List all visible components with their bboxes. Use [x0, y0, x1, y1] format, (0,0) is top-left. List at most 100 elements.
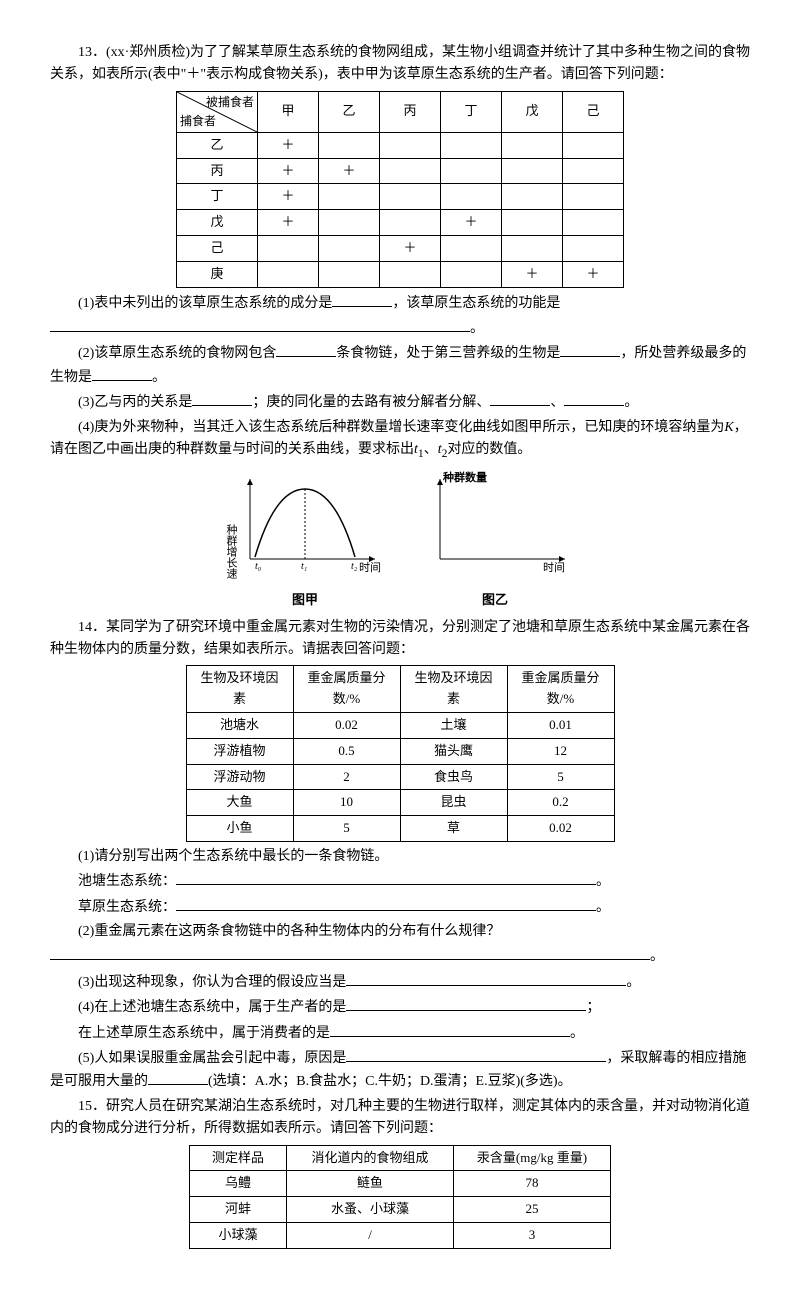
table-cell	[502, 210, 563, 236]
row-label: 丁	[177, 184, 258, 210]
text: 。	[470, 321, 484, 336]
table-cell: ＋	[258, 158, 319, 184]
text: (4)在上述池塘生态系统中，属于生产者的是	[78, 1000, 346, 1015]
chart-row: 种群增长速率 t₀ t₁ t₂ 时间 图甲 种群数量 时间 图乙	[50, 469, 750, 610]
y-axis-label: 种群增长速率	[225, 523, 238, 579]
table-cell	[319, 210, 380, 236]
blank	[92, 366, 152, 381]
chart-yi-svg: 种群数量 时间	[415, 469, 575, 579]
text: 。	[570, 1026, 584, 1041]
chart-yi: 种群数量 时间 图乙	[415, 469, 575, 610]
text: 。	[596, 900, 610, 915]
table-cell: /	[287, 1223, 454, 1249]
table-cell	[380, 184, 441, 210]
q13-num: 13．	[78, 45, 106, 60]
col-header: 汞含量(mg/kg 重量)	[454, 1145, 611, 1171]
blank	[148, 1070, 208, 1085]
table-cell: 土壤	[400, 712, 507, 738]
table-cell	[441, 132, 502, 158]
table-cell: 0.5	[293, 738, 400, 764]
table-cell: 河蚌	[190, 1197, 287, 1223]
col-header: 测定样品	[190, 1145, 287, 1171]
q13-sub3: (3)乙与丙的关系是；庚的同化量的去路有被分解者分解、、。	[50, 391, 750, 414]
table-cell: 小球藻	[190, 1223, 287, 1249]
table-cell: ＋	[502, 261, 563, 287]
table-cell: 0.02	[507, 816, 614, 842]
table-cell	[563, 184, 624, 210]
row-label: 庚	[177, 261, 258, 287]
text: (1)请分别写出两个生态系统中最长的一条食物链。	[78, 849, 388, 864]
table-cell	[441, 235, 502, 261]
table-cell	[563, 158, 624, 184]
q15-intro: 15．研究人员在研究某湖泊生态系统时，对几种主要的生物进行取样，测定其体内的汞含…	[50, 1096, 750, 1141]
q13-sub1: (1)表中未列出的该草原生态系统的成分是，该草原生态系统的功能是	[50, 292, 750, 315]
text: (2)该草原生态系统的食物网包含	[78, 346, 276, 361]
text: 。	[650, 949, 664, 964]
svg-text:t₀: t₀	[255, 561, 262, 572]
table-cell	[380, 261, 441, 287]
text: ；庚的同化量的去路有被分解者分解、	[252, 395, 490, 410]
blank	[346, 1047, 606, 1062]
table-cell	[502, 132, 563, 158]
text: 某同学为了研究环境中重金属元素对生物的污染情况，分别测定了池塘和草原生态系统中某…	[50, 620, 750, 657]
table-cell: 水蚤、小球藻	[287, 1197, 454, 1223]
svg-text:时间: 时间	[359, 561, 381, 574]
blank	[332, 292, 392, 307]
text: (3)乙与丙的关系是	[78, 395, 192, 410]
table-cell: 3	[454, 1223, 611, 1249]
text: 在上述草原生态系统中，属于消费者的是	[78, 1026, 330, 1041]
table-cell: 25	[454, 1197, 611, 1223]
svg-text:时间: 时间	[543, 561, 565, 574]
blank	[192, 391, 252, 406]
table-cell	[319, 132, 380, 158]
table-cell: ＋	[563, 261, 624, 287]
table-cell	[563, 210, 624, 236]
col-header: 生物及环境因素	[186, 666, 293, 713]
table-cell: ＋	[441, 210, 502, 236]
text: 条食物链，处于第三营养级的生物是	[336, 346, 560, 361]
row-label: 丙	[177, 158, 258, 184]
table-cell: 浮游植物	[186, 738, 293, 764]
table-cell: 大鱼	[186, 790, 293, 816]
table-cell: 78	[454, 1171, 611, 1197]
blank	[346, 971, 626, 986]
blank	[330, 1022, 570, 1037]
text: (4)庚为外来物种，当其迁入该生态系统后种群数量增长速率变化曲线如图甲所示，已知…	[78, 420, 724, 435]
q14-sub2-blank: 。	[50, 945, 750, 968]
q14-sub4b: 在上述草原生态系统中，属于消费者的是 。	[50, 1022, 750, 1045]
text: 、	[424, 442, 438, 457]
blank	[490, 391, 550, 406]
text: 。	[626, 975, 640, 990]
blank	[50, 945, 650, 960]
q14-sub2: (2)重金属元素在这两条食物链中的各种生物体内的分布有什么规律？	[50, 921, 750, 943]
table-cell	[502, 184, 563, 210]
table-cell: 浮游动物	[186, 764, 293, 790]
table-cell	[258, 261, 319, 287]
table-cell: 昆虫	[400, 790, 507, 816]
text: (2)重金属元素在这两条食物链中的各种生物体内的分布有什么规律？	[78, 924, 500, 939]
table-cell	[441, 261, 502, 287]
svg-text:t₂: t₂	[351, 561, 358, 572]
text: ；	[586, 1000, 600, 1015]
chart-jia-svg: 种群增长速率 t₀ t₁ t₂ 时间	[225, 469, 385, 579]
table-cell	[319, 235, 380, 261]
table-cell: ＋	[319, 158, 380, 184]
q14-table: 生物及环境因素 重金属质量分数/% 生物及环境因素 重金属质量分数/% 池塘水0…	[186, 665, 615, 842]
col-header: 消化道内的食物组成	[287, 1145, 454, 1171]
blank	[276, 342, 336, 357]
q14-sub1b: 草原生态系统：。	[50, 896, 750, 919]
q14-sub1a: 池塘生态系统：。	[50, 870, 750, 893]
text: K	[724, 420, 733, 435]
text: 、	[550, 395, 564, 410]
q14-num: 14．	[78, 620, 106, 635]
table-cell: 食虫鸟	[400, 764, 507, 790]
table-cell: ＋	[258, 210, 319, 236]
row-label: 戊	[177, 210, 258, 236]
table-cell: 猫头鹰	[400, 738, 507, 764]
text: (3)出现这种现象，你认为合理的假设应当是	[78, 975, 346, 990]
table-cell	[319, 184, 380, 210]
text: (5)人如果误服重金属盐会引起中毒，原因是	[78, 1051, 346, 1066]
row-label: 乙	[177, 132, 258, 158]
text: ，该草原生态系统的功能是	[392, 296, 560, 311]
table-cell: 草	[400, 816, 507, 842]
